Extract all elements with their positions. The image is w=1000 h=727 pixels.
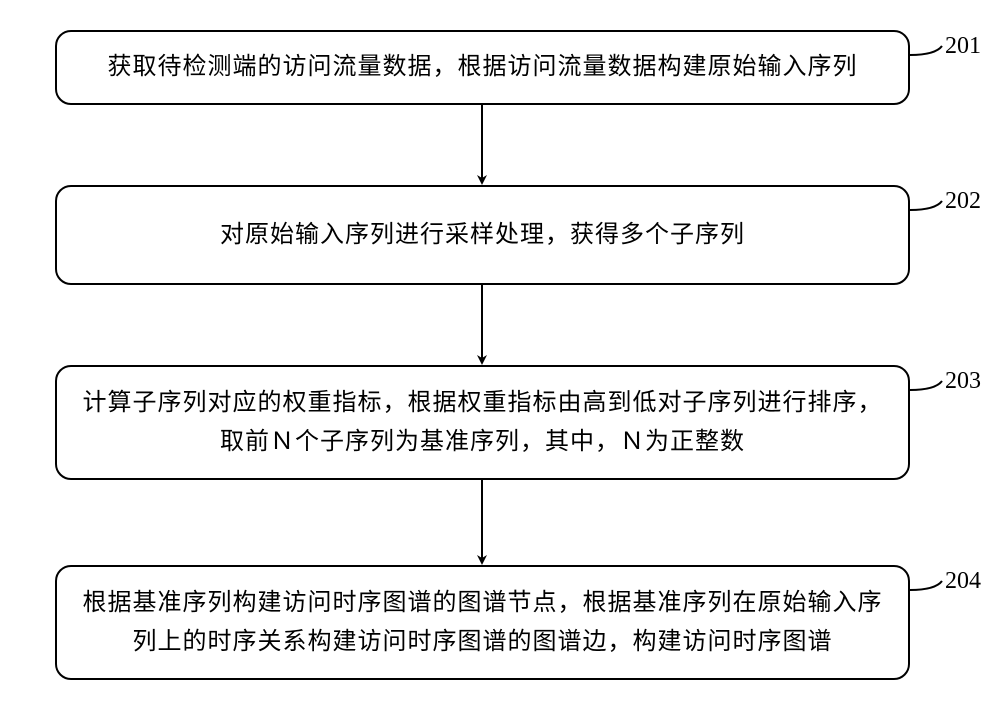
flow-node-4: 根据基准序列构建访问时序图谱的图谱节点，根据基准序列在原始输入序列上的时序关系构… — [55, 565, 910, 680]
flow-node-3-text: 计算子序列对应的权重指标，根据权重指标由高到低对子序列进行排序，取前Ｎ个子序列为… — [81, 384, 884, 461]
flow-node-3: 计算子序列对应的权重指标，根据权重指标由高到低对子序列进行排序，取前Ｎ个子序列为… — [55, 365, 910, 480]
flow-node-4-text: 根据基准序列构建访问时序图谱的图谱节点，根据基准序列在原始输入序列上的时序关系构… — [81, 584, 884, 661]
flow-node-1-label: 201 — [945, 33, 981, 60]
flow-node-4-label: 204 — [945, 568, 981, 595]
flow-node-2-label: 202 — [945, 188, 981, 215]
flowchart-canvas: 获取待检测端的访问流量数据，根据访问流量数据构建原始输入序列 201 对原始输入… — [0, 0, 1000, 727]
flow-node-1-text: 获取待检测端的访问流量数据，根据访问流量数据构建原始输入序列 — [108, 48, 858, 86]
flow-node-3-label: 203 — [945, 368, 981, 395]
flow-node-2: 对原始输入序列进行采样处理，获得多个子序列 — [55, 185, 910, 285]
flow-node-1: 获取待检测端的访问流量数据，根据访问流量数据构建原始输入序列 — [55, 30, 910, 105]
flow-node-2-text: 对原始输入序列进行采样处理，获得多个子序列 — [220, 216, 745, 254]
label-connectors-group — [910, 46, 942, 590]
